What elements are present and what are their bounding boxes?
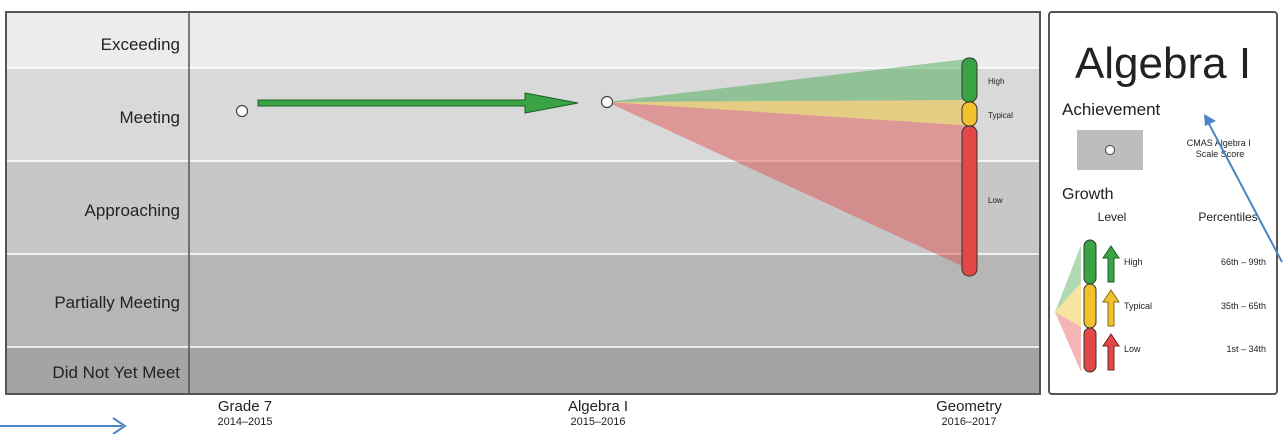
legend-bar-low bbox=[1083, 327, 1097, 373]
legend-cone-typical bbox=[1055, 283, 1081, 327]
band-did-not-yet-meet bbox=[189, 347, 1040, 394]
legend-percentiles-header: Percentiles bbox=[1198, 210, 1257, 224]
band-partially-meeting bbox=[189, 254, 1040, 347]
legend-arrow-typical-icon bbox=[1102, 289, 1120, 327]
x-label-0-name: Grade 7 bbox=[218, 398, 272, 415]
legend-cone-high bbox=[1055, 245, 1081, 312]
cone-high bbox=[607, 58, 975, 102]
level-label-meeting: Meeting bbox=[120, 108, 180, 127]
growth-bar-high bbox=[961, 57, 978, 103]
x-label-1-name: Algebra I bbox=[568, 398, 628, 415]
legend-row-high-range: 66th – 99th bbox=[1221, 257, 1266, 267]
x-label-1-years: 2015–2016 bbox=[570, 416, 625, 428]
legend-row-low-range: 1st – 34th bbox=[1226, 344, 1266, 354]
legend-row-typical-range: 35th – 65th bbox=[1221, 301, 1266, 311]
growth-bar-label-low: Low bbox=[988, 196, 1003, 205]
band-approaching-label-cell bbox=[6, 161, 189, 254]
legend-bar-high bbox=[1083, 239, 1097, 285]
achievement-point-algebra1 bbox=[600, 95, 614, 109]
growth-bar-label-typical: Typical bbox=[988, 111, 1013, 120]
level-label-did-not-yet-meet: Did Not Yet Meet bbox=[52, 363, 180, 382]
legend-row-typical-level: Typical bbox=[1124, 301, 1152, 311]
legend-row-high-level: High bbox=[1124, 257, 1143, 267]
legend-arrow-high-icon bbox=[1102, 245, 1120, 283]
legend-achievement-heading: Achievement bbox=[1062, 100, 1161, 119]
achievement-point-grade7 bbox=[235, 104, 249, 118]
band-meeting-label-cell bbox=[6, 68, 189, 161]
annotation-arrow-axis-head bbox=[112, 417, 127, 434]
band-exceeding-label-cell bbox=[6, 12, 189, 68]
legend-bar-typical bbox=[1083, 283, 1097, 329]
growth-bar-low bbox=[961, 125, 978, 277]
band-approaching bbox=[189, 161, 1040, 254]
cone-typical bbox=[607, 100, 975, 126]
growth-bar-label-high: High bbox=[988, 77, 1004, 86]
legend-row-low-level: Low bbox=[1124, 344, 1141, 354]
chart-frame bbox=[5, 11, 1041, 395]
growth-bar-typical bbox=[961, 101, 978, 127]
cone-low bbox=[607, 102, 975, 272]
band-exceeding bbox=[189, 12, 1040, 68]
annotation-arrow-legend bbox=[1207, 121, 1283, 263]
legend-level-header: Level bbox=[1098, 210, 1127, 224]
legend-title: Algebra I bbox=[1075, 39, 1251, 88]
legend-growth-heading: Growth bbox=[1062, 186, 1114, 203]
growth-arrow bbox=[257, 92, 579, 114]
x-label-2-years: 2016–2017 bbox=[941, 416, 996, 428]
legend-arrow-low-icon bbox=[1102, 333, 1120, 371]
x-label-2-name: Geometry bbox=[936, 398, 1002, 415]
level-label-partially-meeting: Partially Meeting bbox=[54, 293, 180, 312]
band-partially-meeting-label-cell bbox=[6, 254, 189, 347]
legend-score-point bbox=[1105, 145, 1115, 155]
x-label-0-years: 2014–2015 bbox=[217, 416, 272, 428]
band-did-not-yet-meet-label-cell bbox=[6, 347, 189, 394]
legend-cone-low bbox=[1055, 312, 1081, 372]
legend-score-label: CMAS Algebra I Scale Score bbox=[1187, 138, 1254, 159]
level-label-exceeding: Exceeding bbox=[101, 35, 180, 54]
annotation-arrow-legend-head bbox=[1204, 114, 1216, 126]
level-label-approaching: Approaching bbox=[85, 201, 180, 220]
